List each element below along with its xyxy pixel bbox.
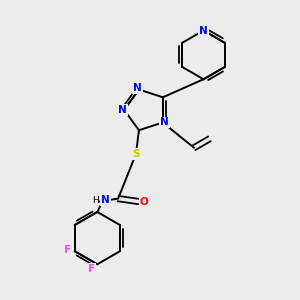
Text: N: N <box>133 83 142 93</box>
Text: N: N <box>101 195 110 206</box>
Text: F: F <box>64 245 71 255</box>
Text: S: S <box>132 149 140 159</box>
Text: N: N <box>199 26 208 35</box>
Text: N: N <box>118 105 127 115</box>
Text: H: H <box>92 196 99 205</box>
Text: O: O <box>140 196 149 207</box>
Text: F: F <box>88 264 95 274</box>
Text: N: N <box>160 118 169 128</box>
